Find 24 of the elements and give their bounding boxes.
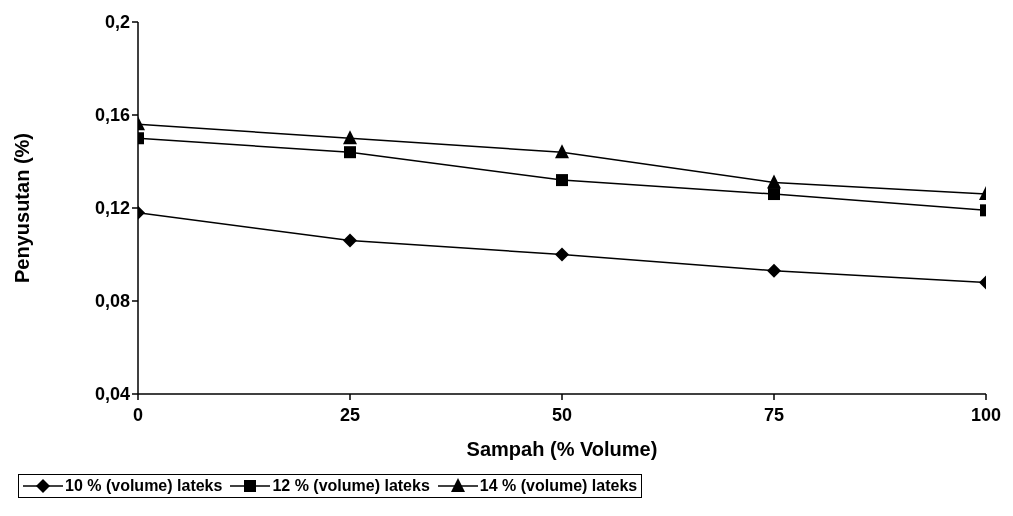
y-tick-label: 0,12 bbox=[94, 198, 130, 219]
y-tick-label: 0,2 bbox=[104, 12, 130, 33]
y-tick-label: 0,16 bbox=[94, 105, 130, 126]
x-tick-label: 25 bbox=[339, 404, 361, 425]
y-tick-label: 0,08 bbox=[94, 291, 130, 312]
legend-label: 14 % (volume) lateks bbox=[478, 477, 638, 495]
x-tick-label: 100 bbox=[970, 404, 1002, 425]
x-tick-label: 0 bbox=[132, 404, 144, 425]
point bbox=[556, 174, 568, 187]
point bbox=[555, 144, 569, 159]
legend-label: 10 % (volume) lateks bbox=[64, 477, 223, 495]
point bbox=[767, 174, 781, 189]
x-axis-title: Sampah (% Volume) bbox=[466, 438, 658, 460]
point bbox=[767, 263, 781, 278]
y-tick-label: 0,04 bbox=[94, 384, 130, 405]
point bbox=[344, 146, 356, 159]
point bbox=[343, 130, 357, 145]
x-tick-label: 50 bbox=[551, 404, 573, 425]
y-axis-title: Penyusutan (%) bbox=[11, 132, 34, 284]
legend-label: 12 % (volume) lateks bbox=[271, 477, 430, 495]
point bbox=[768, 188, 780, 201]
x-tick-label: 75 bbox=[763, 404, 785, 425]
point bbox=[555, 247, 569, 262]
point bbox=[343, 233, 357, 248]
